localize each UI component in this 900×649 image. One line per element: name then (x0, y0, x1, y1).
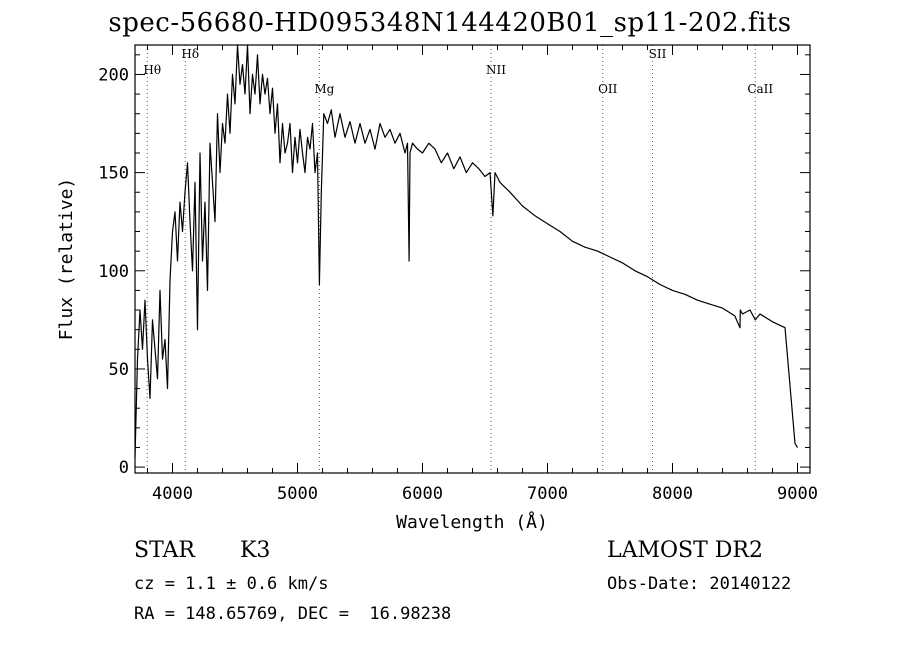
marker-label: SII (649, 47, 667, 61)
y-tick-label: 150 (98, 164, 129, 184)
plot-frame (134, 44, 811, 474)
marker-label: NII (486, 63, 506, 77)
y-tick-label: 50 (109, 360, 129, 380)
x-tick-label: 8000 (652, 484, 693, 504)
spectrum-line (134, 44, 799, 458)
line-markers: Hθ Hδ Mg NII OII SII CaII (143, 45, 773, 473)
object-subclass: K3 (240, 538, 271, 563)
x-tick-label: 9000 (777, 484, 818, 504)
redshift-line: cz = 1.1 ± 0.6 km/s (134, 574, 329, 594)
marker-label: Hθ (143, 63, 161, 77)
spectrum-series (134, 44, 799, 458)
y-tick-label: 100 (98, 262, 129, 282)
y-tick-label: 200 (98, 65, 129, 85)
marker-label: OII (598, 82, 618, 96)
chart-title: spec-56680-HD095348N144420B01_sp11-202.f… (108, 8, 792, 38)
x-tick-label: 5000 (277, 484, 318, 504)
coordinates-line: RA = 148.65769, DEC = 16.98238 (134, 604, 452, 624)
marker-label: Mg (314, 82, 334, 96)
observation-date: Obs-Date: 20140122 (607, 574, 792, 594)
y-axis-label: Flux (relative) (56, 178, 77, 341)
x-tick-label: 4000 (152, 484, 193, 504)
object-class: STAR (134, 538, 195, 563)
marker-label: Hδ (181, 47, 199, 61)
marker-label: CaII (747, 82, 773, 96)
survey-name: LAMOST DR2 (607, 538, 763, 563)
x-tick-label: 6000 (402, 484, 443, 504)
x-tick-label: 7000 (527, 484, 568, 504)
y-tick-label: 0 (119, 458, 129, 478)
x-axis-label: Wavelength (Å) (396, 511, 548, 533)
axes: 4000 5000 6000 7000 8000 9000 0 50 100 150 200 (98, 45, 818, 504)
